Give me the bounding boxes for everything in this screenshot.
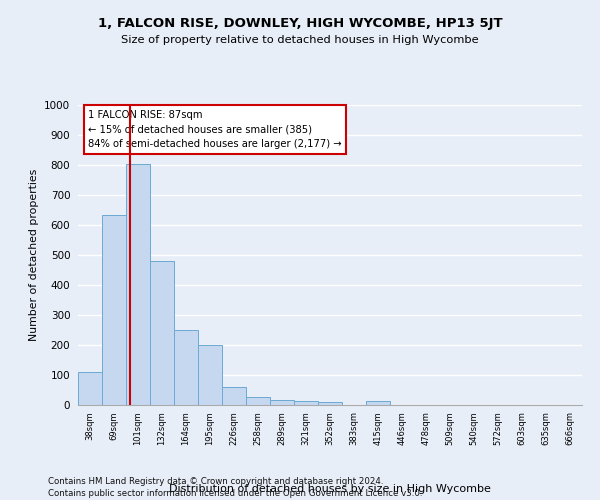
Bar [294,401,318,405]
Bar [270,400,294,405]
Text: Contains public sector information licensed under the Open Government Licence v3: Contains public sector information licen… [48,489,422,498]
Text: 1 FALCON RISE: 87sqm
← 15% of detached houses are smaller (385)
84% of semi-deta: 1 FALCON RISE: 87sqm ← 15% of detached h… [88,110,342,149]
Bar [78,372,102,405]
Text: 1, FALCON RISE, DOWNLEY, HIGH WYCOMBE, HP13 5JT: 1, FALCON RISE, DOWNLEY, HIGH WYCOMBE, H… [98,18,502,30]
Y-axis label: Number of detached properties: Number of detached properties [29,169,38,341]
X-axis label: Distribution of detached houses by size in High Wycombe: Distribution of detached houses by size … [169,484,491,494]
Bar [174,330,198,405]
Bar [246,397,270,405]
Bar [126,164,150,405]
Bar [102,214,126,405]
Bar [150,261,174,405]
Bar [222,387,246,405]
Text: Contains HM Land Registry data © Crown copyright and database right 2024.: Contains HM Land Registry data © Crown c… [48,478,383,486]
Bar [198,345,222,405]
Text: Size of property relative to detached houses in High Wycombe: Size of property relative to detached ho… [121,35,479,45]
Bar [318,402,342,405]
Bar [366,401,390,405]
